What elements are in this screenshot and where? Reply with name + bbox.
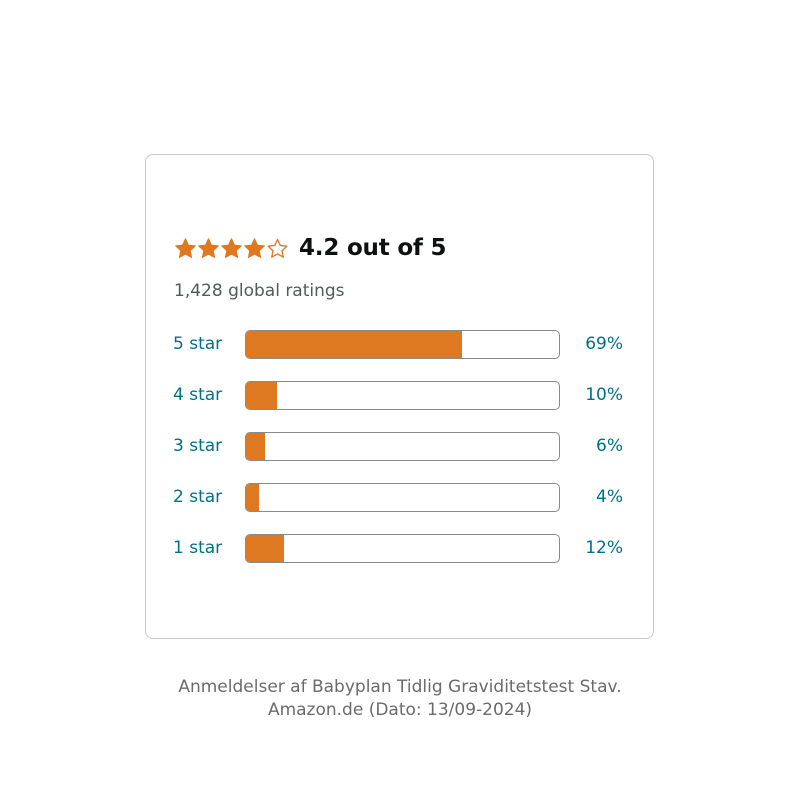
histogram-percent[interactable]: 6% [596, 436, 623, 456]
histogram-row-3[interactable]: 3 star 6% [146, 432, 653, 462]
histogram-bar-fill [246, 535, 284, 562]
histogram-bar-fill [246, 382, 278, 409]
global-ratings-count: 1,428 global ratings [174, 281, 345, 301]
caption-line-2: Amazon.de (Dato: 13/09-2024) [267, 700, 533, 720]
rating-summary: 4.2 out of 5 [299, 235, 447, 261]
histogram-row-1[interactable]: 1 star 12% [146, 534, 653, 564]
histogram-percent[interactable]: 69% [585, 334, 623, 354]
histogram-label[interactable]: 5 star [173, 334, 223, 354]
star-filled-icon [221, 237, 242, 258]
histogram-bar[interactable] [245, 381, 560, 410]
histogram-bar[interactable] [245, 534, 560, 563]
histogram-percent[interactable]: 12% [585, 538, 623, 558]
histogram-bar-fill [246, 484, 259, 511]
star-filled-icon [244, 237, 265, 258]
histogram-row-2[interactable]: 2 star 4% [146, 483, 653, 513]
histogram-row-4[interactable]: 4 star 10% [146, 381, 653, 411]
caption-line-1: Anmeldelser af Babyplan Tidlig Gravidite… [178, 677, 622, 697]
star-rating [174, 237, 289, 260]
histogram-bar-fill [246, 433, 265, 460]
histogram-bar-fill [246, 331, 462, 358]
histogram-label[interactable]: 1 star [173, 538, 223, 558]
histogram-bar[interactable] [245, 483, 560, 512]
histogram-label[interactable]: 4 star [173, 385, 223, 405]
histogram-row-5[interactable]: 5 star 69% [146, 330, 653, 360]
star-empty-icon [267, 238, 288, 258]
ratings-card: 4.2 out of 5 1,428 global ratings 5 star… [145, 154, 654, 639]
rating-header: 4.2 out of 5 [174, 233, 447, 263]
histogram-label[interactable]: 2 star [173, 487, 223, 507]
histogram-bar[interactable] [245, 432, 560, 461]
histogram-label[interactable]: 3 star [173, 436, 223, 456]
histogram-percent[interactable]: 10% [585, 385, 623, 405]
star-filled-icon [175, 237, 196, 258]
histogram-percent[interactable]: 4% [596, 487, 623, 507]
star-filled-icon [198, 237, 219, 258]
histogram-bar[interactable] [245, 330, 560, 359]
source-caption: Anmeldelser af Babyplan Tidlig Gravidite… [0, 676, 800, 722]
